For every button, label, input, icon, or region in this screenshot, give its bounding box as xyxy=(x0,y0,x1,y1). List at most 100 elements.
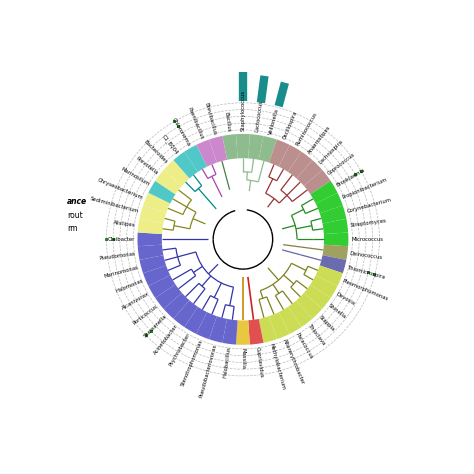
Text: Micrococcus: Micrococcus xyxy=(351,237,383,242)
Text: C1_B004: C1_B004 xyxy=(161,133,179,155)
Wedge shape xyxy=(296,293,322,319)
Wedge shape xyxy=(269,139,290,167)
Text: Deinococcus: Deinococcus xyxy=(350,251,383,260)
Wedge shape xyxy=(259,136,277,163)
FancyBboxPatch shape xyxy=(112,238,115,241)
Text: Paracoccus: Paracoccus xyxy=(295,332,314,360)
Text: rout: rout xyxy=(67,210,83,219)
Text: Oleibacter: Oleibacter xyxy=(108,237,135,242)
Wedge shape xyxy=(196,312,217,339)
Wedge shape xyxy=(236,320,250,345)
Wedge shape xyxy=(143,265,170,286)
Wedge shape xyxy=(322,245,348,260)
Wedge shape xyxy=(148,181,175,203)
Wedge shape xyxy=(304,284,330,309)
Text: Brevibacillus: Brevibacillus xyxy=(204,101,218,136)
Wedge shape xyxy=(248,134,264,160)
Text: Pseudobacteriovorax: Pseudobacteriovorax xyxy=(198,343,218,398)
Text: rm: rm xyxy=(67,224,78,233)
Wedge shape xyxy=(138,219,164,234)
Text: Marinosilum: Marinosilum xyxy=(120,167,151,187)
FancyBboxPatch shape xyxy=(173,119,176,123)
Text: Pleomorphomonas: Pleomorphomonas xyxy=(342,278,389,302)
Wedge shape xyxy=(184,307,207,334)
FancyBboxPatch shape xyxy=(367,272,370,274)
Wedge shape xyxy=(279,145,301,172)
Text: Methylobacterium: Methylobacterium xyxy=(268,343,286,391)
Wedge shape xyxy=(155,170,182,194)
Wedge shape xyxy=(164,160,190,186)
Text: Propionibacterium: Propionibacterium xyxy=(342,177,389,201)
Text: Thioclava: Thioclava xyxy=(307,324,326,346)
Wedge shape xyxy=(322,219,348,234)
Wedge shape xyxy=(269,312,290,339)
Text: Acinetobacter: Acinetobacter xyxy=(153,324,179,356)
Text: Devosia: Devosia xyxy=(335,292,356,306)
Text: Alcanivorax: Alcanivorax xyxy=(121,292,151,311)
Text: Lactococcus: Lactococcus xyxy=(255,100,264,132)
Wedge shape xyxy=(137,232,162,246)
Text: Halomonas: Halomonas xyxy=(115,278,144,294)
Wedge shape xyxy=(320,255,346,273)
Wedge shape xyxy=(316,265,343,286)
Text: Stenotrophomonas: Stenotrophomonas xyxy=(180,338,204,387)
Text: Corynebacterium: Corynebacterium xyxy=(347,197,392,214)
Text: Prevotella: Prevotella xyxy=(135,155,159,175)
Text: Oscillospira: Oscillospira xyxy=(282,110,298,140)
Text: Stappia: Stappia xyxy=(318,314,336,332)
Text: Veillonella: Veillonella xyxy=(268,108,280,136)
Text: Thiomicrospira: Thiomicrospira xyxy=(347,265,386,280)
Text: Psychrobacter: Psychrobacter xyxy=(168,332,191,367)
Text: Bacteroides: Bacteroides xyxy=(143,139,168,164)
Text: Chloronema: Chloronema xyxy=(171,117,191,147)
Wedge shape xyxy=(139,255,166,273)
Text: Halobacillus: Halobacillus xyxy=(222,346,231,379)
Text: Anaerostipes: Anaerostipes xyxy=(307,125,332,155)
Wedge shape xyxy=(320,205,346,224)
Text: Marinomonas: Marinomonas xyxy=(103,265,139,279)
Wedge shape xyxy=(316,193,343,213)
Text: Brooklawnia: Brooklawnia xyxy=(335,167,366,187)
Wedge shape xyxy=(196,139,217,167)
Text: Alistipes: Alistipes xyxy=(113,220,136,228)
FancyBboxPatch shape xyxy=(374,273,376,276)
Text: Porticoccus: Porticoccus xyxy=(132,303,159,325)
Text: Shinella: Shinella xyxy=(327,303,347,320)
Text: Shewanella: Shewanella xyxy=(143,314,168,339)
Wedge shape xyxy=(209,316,227,343)
Text: Streptomyces: Streptomyces xyxy=(350,218,387,228)
Wedge shape xyxy=(184,145,207,172)
Wedge shape xyxy=(310,181,337,203)
Wedge shape xyxy=(279,307,301,334)
Wedge shape xyxy=(138,245,164,260)
Wedge shape xyxy=(155,284,182,309)
Wedge shape xyxy=(173,301,198,327)
Wedge shape xyxy=(139,205,166,224)
Wedge shape xyxy=(310,275,337,298)
FancyBboxPatch shape xyxy=(354,173,357,176)
FancyBboxPatch shape xyxy=(150,329,153,333)
Wedge shape xyxy=(296,160,322,186)
Wedge shape xyxy=(304,170,330,194)
Wedge shape xyxy=(236,134,250,158)
Text: Paenibacillus: Paenibacillus xyxy=(186,107,204,140)
Wedge shape xyxy=(173,152,198,178)
Wedge shape xyxy=(222,134,237,160)
Text: Ruminococcus: Ruminococcus xyxy=(295,112,318,147)
Wedge shape xyxy=(143,193,170,213)
Text: Staphylococcus: Staphylococcus xyxy=(240,90,246,131)
Text: Chryseobacterium: Chryseobacterium xyxy=(97,177,144,201)
FancyBboxPatch shape xyxy=(105,238,108,241)
FancyBboxPatch shape xyxy=(360,170,363,173)
Wedge shape xyxy=(148,275,175,298)
FancyBboxPatch shape xyxy=(145,335,148,337)
Text: Sediminibacterium: Sediminibacterium xyxy=(89,196,139,214)
Text: Cupriavidus: Cupriavidus xyxy=(255,346,264,378)
Text: Pseudomonas: Pseudomonas xyxy=(99,251,136,261)
Wedge shape xyxy=(209,136,227,163)
Wedge shape xyxy=(248,319,264,345)
Text: Bacillus: Bacillus xyxy=(224,111,231,132)
Wedge shape xyxy=(259,316,277,343)
Wedge shape xyxy=(164,293,190,319)
Text: Coprococcus: Coprococcus xyxy=(327,151,356,175)
